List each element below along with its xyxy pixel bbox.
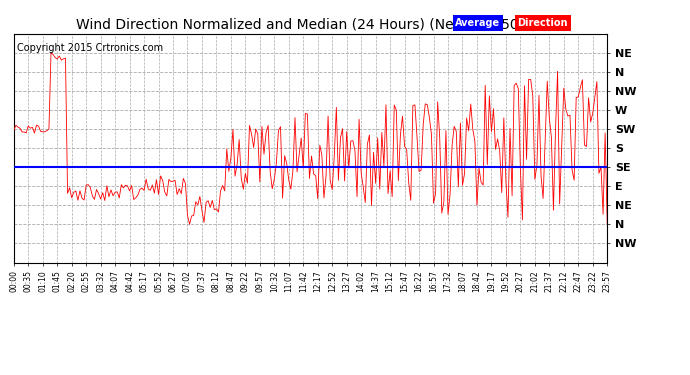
Text: Average: Average	[455, 18, 500, 28]
Text: Direction: Direction	[518, 18, 568, 28]
Text: Copyright 2015 Crtronics.com: Copyright 2015 Crtronics.com	[17, 43, 164, 53]
Title: Wind Direction Normalized and Median (24 Hours) (New) 20150712: Wind Direction Normalized and Median (24…	[76, 17, 545, 31]
